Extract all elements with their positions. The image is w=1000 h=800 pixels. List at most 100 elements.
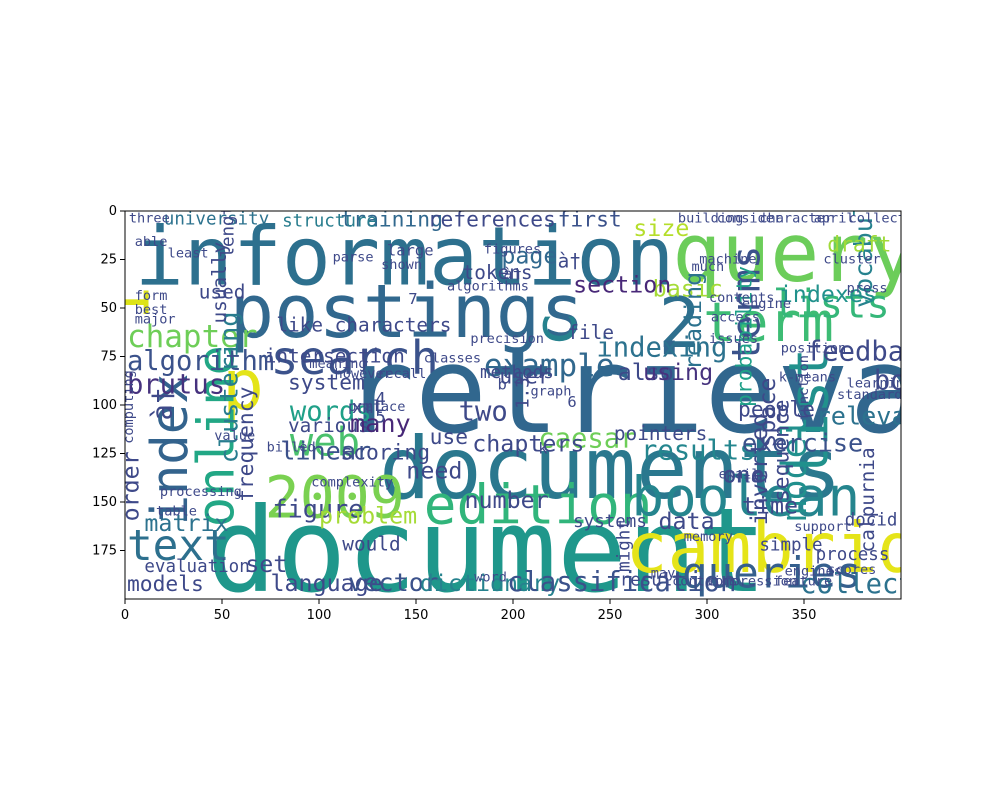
cloud-word: two bbox=[459, 397, 508, 428]
y-tick-label: 125 bbox=[92, 447, 117, 462]
cloud-word: algorithms bbox=[447, 279, 529, 295]
cloud-word: 2009 bbox=[265, 464, 405, 532]
cloud-word: contents bbox=[709, 290, 774, 306]
y-tick-label: 175 bbox=[92, 544, 117, 559]
cloud-word: b bbox=[497, 375, 506, 393]
cloud-word: term bbox=[703, 291, 834, 354]
cloud-word: matrix bbox=[144, 510, 228, 537]
cloud-word: table bbox=[156, 504, 197, 520]
cloud-word: meaning bbox=[309, 356, 366, 372]
cloud-word: shown bbox=[381, 257, 422, 273]
cloud-word: exercise bbox=[742, 429, 863, 458]
cloud-word: various bbox=[288, 414, 370, 437]
cloud-word: basic bbox=[653, 275, 723, 302]
x-tick-label: 250 bbox=[598, 608, 623, 623]
cloud-word: indexes bbox=[779, 281, 877, 308]
cloud-word: training bbox=[340, 208, 443, 233]
cloud-word: use bbox=[430, 425, 468, 450]
cloud-word: complexity bbox=[311, 474, 393, 490]
y-tick-label: 150 bbox=[92, 495, 117, 510]
x-tick-label: 50 bbox=[214, 608, 231, 623]
y-tick-label: 0 bbox=[109, 204, 117, 219]
y-tick-label: 25 bbox=[100, 253, 117, 268]
cloud-word: position bbox=[781, 341, 846, 357]
cloud-word: process bbox=[816, 545, 890, 565]
cloud-word: often bbox=[726, 471, 767, 487]
cloud-word: would bbox=[342, 533, 400, 556]
cloud-word: form bbox=[135, 288, 168, 304]
cloud-word: language bbox=[271, 570, 383, 597]
cloud-word: able bbox=[135, 234, 168, 250]
cloud-word: function bbox=[796, 355, 812, 420]
cloud-word: 5 bbox=[375, 407, 386, 427]
cloud-word: major bbox=[135, 312, 176, 328]
cloud-word: linear bbox=[280, 436, 371, 465]
cloud-word: frequency bbox=[234, 387, 259, 502]
cloud-word: xml bbox=[352, 398, 384, 418]
cloud-word: like characters bbox=[276, 313, 451, 336]
cloud-word: query bbox=[672, 206, 917, 301]
cloud-word: many bbox=[350, 409, 411, 438]
cloud-word: à† bbox=[558, 249, 581, 272]
cloud-word: also bbox=[618, 359, 674, 386]
x-axis: 0 50 100 150 200 250 300 350 bbox=[121, 599, 816, 623]
cloud-word: using bbox=[643, 359, 713, 386]
cloud-word: april bbox=[814, 211, 855, 227]
cloud-word: search bbox=[271, 331, 439, 385]
cloud-word: reading bbox=[680, 272, 707, 370]
cloud-word: chapters bbox=[472, 431, 584, 458]
cloud-word: inverted bbox=[746, 413, 773, 525]
cloud-word: scores bbox=[827, 562, 876, 578]
cloud-word: preface bbox=[348, 399, 405, 415]
cloud-word: indexing bbox=[596, 333, 727, 364]
cloud-word: draft bbox=[827, 233, 891, 258]
cloud-word: learning bbox=[847, 376, 912, 392]
cloud-word: intersection bbox=[265, 344, 405, 367]
cloud-word: figures bbox=[484, 242, 541, 258]
x-tick-label: 0 bbox=[121, 608, 129, 623]
cloud-word: c bbox=[521, 312, 589, 347]
cloud-word: edition bbox=[424, 473, 653, 536]
cloud-word: system bbox=[288, 370, 365, 395]
cloud-word: result bbox=[620, 570, 683, 590]
cloud-word: feature bbox=[775, 573, 832, 589]
cloud-word: much bbox=[691, 259, 724, 275]
cloud-word: collection bbox=[800, 569, 964, 600]
y-axis: 0 25 50 75 100 125 150 175 bbox=[92, 204, 125, 559]
cloud-word: k bbox=[538, 440, 548, 458]
cloud-word: text bbox=[127, 521, 230, 571]
cloud-word: vector bbox=[348, 568, 439, 597]
cloud-word: parse bbox=[333, 249, 374, 265]
cloud-word: evaluation bbox=[144, 557, 249, 577]
cloud-word: vocabulary bbox=[849, 156, 878, 308]
cloud-word: may bbox=[651, 566, 676, 582]
cloud-word: models bbox=[127, 572, 204, 597]
cloud-word: size bbox=[633, 215, 689, 242]
cloud-word: dictionary bbox=[420, 570, 560, 597]
cloud-word: problem bbox=[319, 502, 417, 529]
cloud-word: university bbox=[164, 210, 269, 230]
cloud-word: set bbox=[245, 551, 287, 578]
cloud-word: order bbox=[118, 451, 145, 521]
cloud-word: calpurnia bbox=[856, 447, 879, 552]
cloud-word: engines bbox=[785, 564, 842, 580]
cloud-word: 2 bbox=[659, 283, 701, 364]
cloud-word: page bbox=[501, 242, 557, 269]
cloud-word: cluster bbox=[823, 251, 880, 267]
cloud-word: three bbox=[129, 211, 170, 227]
cloud-word: figure bbox=[272, 495, 363, 524]
cloud-word: information bbox=[135, 210, 675, 305]
cloud-word: time bbox=[742, 493, 798, 520]
cloud-word: simple bbox=[759, 536, 822, 556]
cloud-word: document bbox=[206, 484, 767, 619]
cloud-word: used bbox=[199, 280, 246, 303]
cloud-word: k-means bbox=[779, 370, 836, 386]
cloud-word: might bbox=[614, 519, 634, 572]
cloud-word: access bbox=[711, 310, 760, 326]
cloud-word: people bbox=[738, 398, 815, 423]
cloud-word: boolean bbox=[631, 466, 860, 529]
cloud-word: section bbox=[573, 271, 671, 298]
cloud-word: cambridge bbox=[626, 508, 1000, 589]
